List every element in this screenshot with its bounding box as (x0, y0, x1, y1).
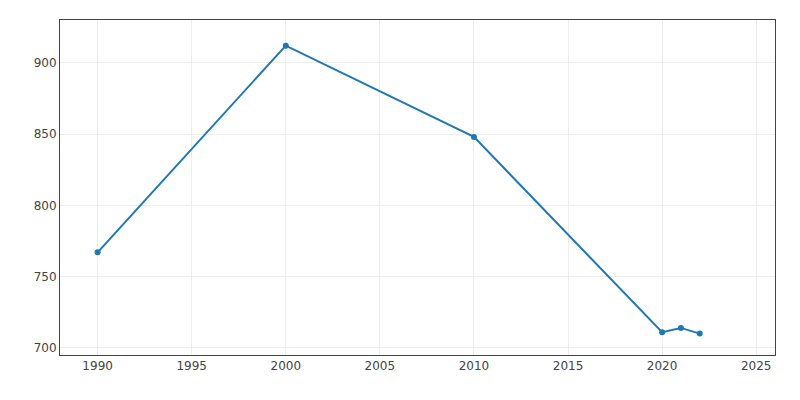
svg-text:1995: 1995 (176, 359, 207, 373)
svg-text:800: 800 (34, 199, 57, 213)
svg-text:850: 850 (34, 127, 57, 141)
svg-text:900: 900 (34, 56, 57, 70)
svg-text:700: 700 (34, 341, 57, 355)
svg-text:2015: 2015 (553, 359, 584, 373)
svg-text:750: 750 (34, 270, 57, 284)
svg-text:2020: 2020 (647, 359, 678, 373)
svg-text:2005: 2005 (365, 359, 396, 373)
svg-text:2000: 2000 (271, 359, 302, 373)
svg-text:2025: 2025 (741, 359, 772, 373)
svg-text:1990: 1990 (82, 359, 113, 373)
svg-text:2010: 2010 (459, 359, 490, 373)
